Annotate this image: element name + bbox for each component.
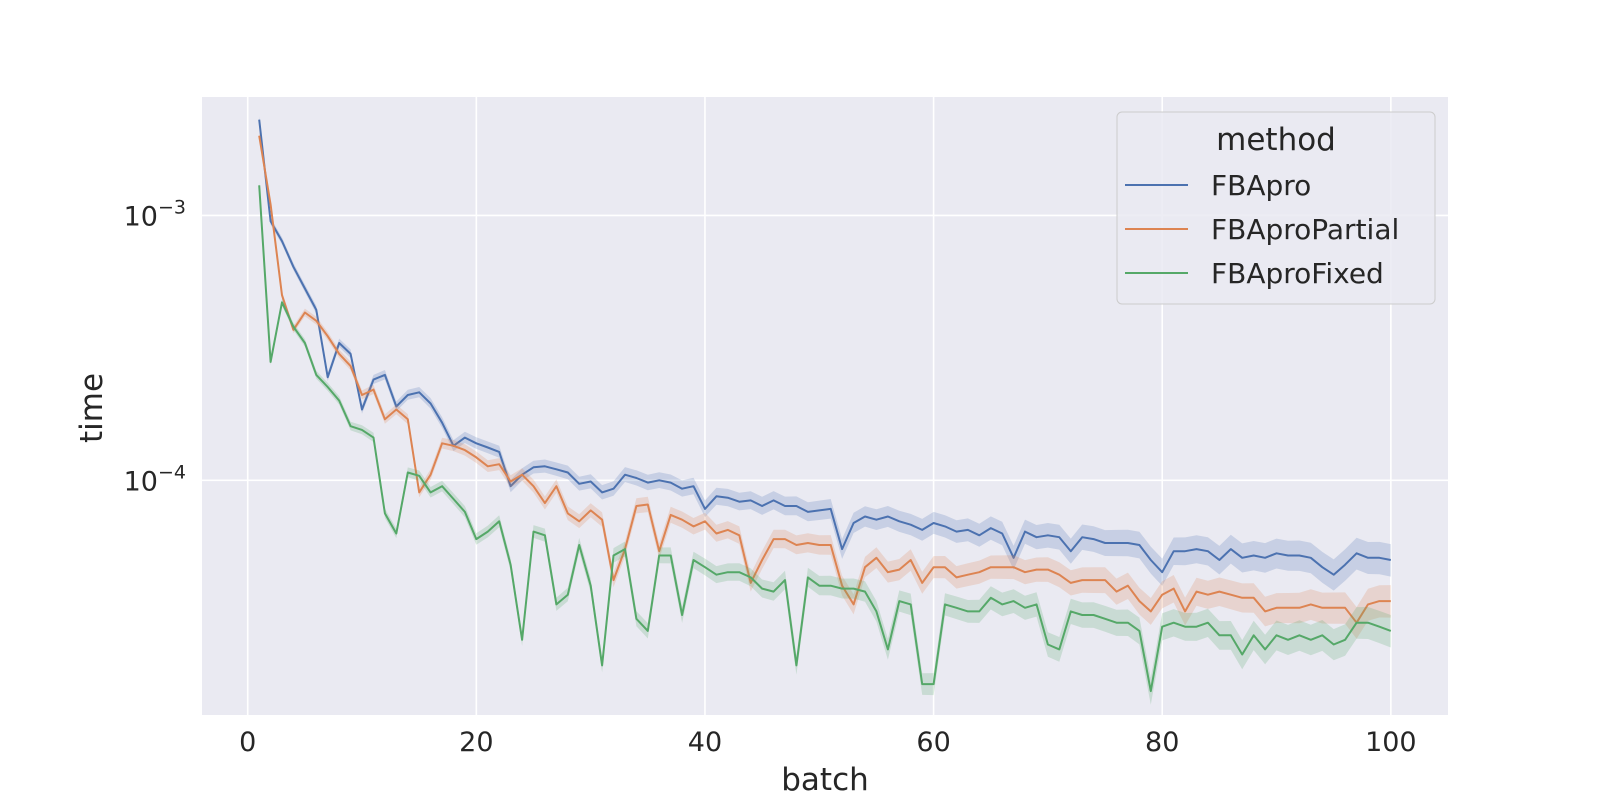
- x-tick-label: 0: [239, 727, 256, 758]
- legend-box: [1116, 111, 1436, 305]
- legend: method FBApro FBAproPartial FBAproFixed: [1116, 111, 1436, 305]
- legend-items: FBApro FBAproPartial FBAproFixed: [1125, 169, 1399, 290]
- series-line-fbapro: [258, 119, 1391, 576]
- series-line-fbapropartial: [258, 135, 1391, 624]
- series-line-fbaprofixed: [258, 185, 1392, 693]
- legend-label-fbapro: FBApro: [1211, 169, 1311, 202]
- x-tick-label: 80: [1145, 727, 1179, 758]
- y-tick-label: 10−3: [124, 196, 186, 232]
- x-tick-labels: 0 20 40 60 80 100: [239, 727, 1416, 758]
- y-tick-labels: 10−4 10−3: [124, 196, 186, 497]
- y-tick-label: 10−4: [124, 461, 186, 497]
- series-band-fbapro: [259, 116, 1391, 591]
- series-band-fbapropartial: [259, 132, 1391, 639]
- legend-label-fbapropartial: FBAproPartial: [1211, 213, 1399, 246]
- x-tick-label: 20: [459, 727, 493, 758]
- x-tick-label: 100: [1365, 727, 1417, 758]
- legend-title: method: [1216, 122, 1336, 158]
- x-axis-title: batch: [781, 762, 869, 798]
- x-tick-label: 40: [688, 727, 722, 758]
- x-tick-label: 60: [916, 727, 950, 758]
- grid: [202, 97, 1448, 715]
- series-lines: [258, 116, 1392, 705]
- y-axis-title: time: [74, 373, 110, 443]
- legend-label-fbaprofixed: FBAproFixed: [1211, 257, 1384, 290]
